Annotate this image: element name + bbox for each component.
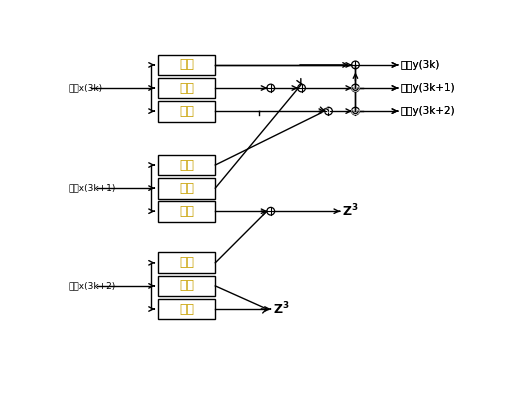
Text: 相三: 相三	[179, 105, 194, 118]
Bar	[157, 54, 215, 75]
Text: 相三: 相三	[179, 303, 194, 316]
Text: 相一x(3k): 相一x(3k)	[68, 83, 103, 93]
Text: 相二y(3k+1): 相二y(3k+1)	[401, 83, 456, 93]
Text: 相二: 相二	[179, 81, 194, 95]
Bar	[157, 299, 215, 320]
Text: 相一: 相一	[179, 256, 194, 269]
Bar	[157, 101, 215, 122]
Text: 相一: 相一	[179, 58, 194, 71]
Text: 相二: 相二	[179, 279, 194, 293]
Bar	[157, 201, 215, 222]
Text: 相二y(3k+1): 相二y(3k+1)	[401, 83, 456, 93]
Text: 相三x(3k+2): 相三x(3k+2)	[68, 281, 116, 291]
Text: 相三y(3k+2): 相三y(3k+2)	[401, 106, 456, 116]
Text: $\bf{Z^3}$: $\bf{Z^3}$	[343, 203, 359, 220]
Bar	[157, 78, 215, 98]
Text: $\bf{Z^3}$: $\bf{Z^3}$	[273, 301, 290, 317]
Text: 相一y(3k): 相一y(3k)	[401, 60, 440, 70]
Bar	[157, 276, 215, 296]
Bar	[157, 155, 215, 175]
Bar	[157, 178, 215, 199]
Text: 相二x(3k+1): 相二x(3k+1)	[68, 184, 116, 193]
Text: 相三y(3k+2): 相三y(3k+2)	[401, 106, 456, 116]
Text: 相一: 相一	[179, 158, 194, 172]
Text: 相一y(3k): 相一y(3k)	[401, 60, 440, 70]
Text: 相三: 相三	[179, 205, 194, 218]
Bar	[157, 252, 215, 273]
Text: 相二: 相二	[179, 182, 194, 195]
